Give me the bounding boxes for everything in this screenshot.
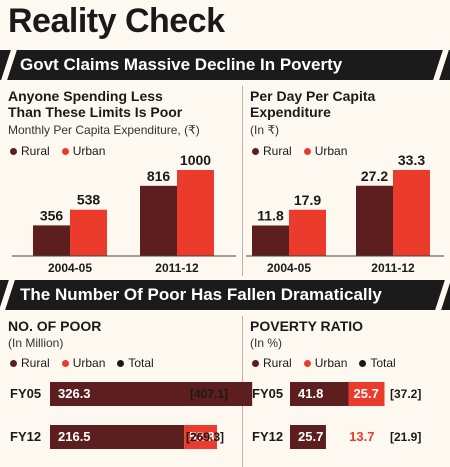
- x-tick-label: 2004-05: [267, 261, 311, 275]
- banner-label: The Number Of Poor Has Fallen Dramatical…: [20, 285, 382, 304]
- bar-urban: [393, 170, 430, 256]
- bar-urban: [325, 425, 346, 449]
- legend-label: Urban: [72, 144, 106, 158]
- data-label: 11.8: [257, 208, 284, 224]
- bar-rural: [50, 382, 253, 406]
- legend-urban: Urban: [303, 144, 348, 158]
- data-label-urban: 25.7: [354, 386, 379, 401]
- bar-rural: [252, 225, 289, 256]
- panel1-title: Anyone Spending Less Than These Limits I…: [8, 88, 182, 120]
- panel4-subtitle: (In %): [250, 336, 283, 350]
- data-label-rural: 326.3: [58, 386, 91, 401]
- data-label: 33.3: [398, 152, 425, 168]
- bar-rural: [290, 382, 349, 406]
- rural-dot-icon: [252, 359, 259, 367]
- rural-dot-icon: [10, 147, 17, 155]
- data-label: 27.2: [361, 168, 388, 184]
- panel2-subtitle: (In ₹): [250, 123, 279, 137]
- bar-urban: [348, 382, 385, 406]
- bar-rural: [140, 185, 177, 256]
- total-dot-icon: [359, 359, 367, 367]
- legend-total: Total: [117, 356, 154, 370]
- legend-label: Rural: [21, 356, 50, 370]
- panel2-title-line1: Per Day Per Capita: [250, 88, 376, 104]
- total-dot-icon: [117, 359, 125, 367]
- legend-total: Total: [359, 356, 396, 370]
- urban-dot-icon: [61, 359, 69, 367]
- bar-urban: [177, 170, 214, 256]
- data-label-rural: 25.7: [298, 429, 323, 444]
- data-label-total: [269.3]: [186, 430, 224, 444]
- legend-label: Rural: [263, 356, 292, 370]
- legend-label: Urban: [314, 356, 348, 370]
- data-label-urban: 52.8: [189, 429, 214, 444]
- bar-urban: [70, 209, 107, 256]
- bar-rural: [33, 225, 70, 256]
- urban-dot-icon: [303, 359, 311, 367]
- row-label: FY12: [252, 429, 283, 444]
- rural-dot-icon: [10, 359, 17, 367]
- x-tick-label: 2011-12: [155, 261, 199, 275]
- data-label-rural: 41.8: [298, 386, 323, 401]
- data-label: 356: [40, 207, 64, 223]
- bar-urban: [184, 425, 217, 449]
- urban-dot-icon: [61, 147, 69, 155]
- legend-label: Total: [128, 356, 154, 370]
- bar-rural: [290, 425, 326, 449]
- data-label: 538: [77, 192, 101, 208]
- section-banner-poor: The Number Of Poor Has Fallen Dramatical…: [0, 280, 450, 310]
- panel2-title: Per Day Per Capita Expenditure: [250, 88, 375, 120]
- panel1-title-line2: Than These Limits Is Poor: [8, 104, 183, 120]
- panel4-legend: Rural Urban Total: [252, 356, 404, 370]
- legend-label: Total: [370, 356, 396, 370]
- data-label: 17.9: [294, 192, 321, 208]
- data-label-rural: 216.5: [58, 429, 91, 444]
- bar-rural: [50, 425, 185, 449]
- data-label: 816: [147, 168, 171, 184]
- legend-label: Rural: [263, 144, 292, 158]
- panel3-subtitle: (In Million): [8, 336, 64, 350]
- panel1-legend: Rural Urban: [10, 144, 113, 158]
- legend-rural: Rural: [252, 356, 292, 370]
- x-tick-label: 2004-05: [48, 261, 92, 275]
- row-label: FY12: [10, 429, 41, 444]
- banner-label: Govt Claims Massive Decline In Poverty: [20, 55, 343, 74]
- panel1-title-line1: Anyone Spending Less: [8, 88, 163, 104]
- panel3-legend: Rural Urban Total: [10, 356, 162, 370]
- legend-urban: Urban: [303, 356, 348, 370]
- x-tick-label: 2011-12: [371, 261, 415, 275]
- data-label-total: [37.2]: [390, 387, 421, 401]
- bar-urban: [289, 209, 326, 256]
- legend-label: Rural: [21, 144, 50, 158]
- legend-urban: Urban: [61, 356, 106, 370]
- panel2-title-line2: Expenditure: [250, 104, 331, 120]
- row-label: FY05: [252, 386, 283, 401]
- data-label-total: [21.9]: [390, 430, 421, 444]
- legend-rural: Rural: [252, 144, 292, 158]
- row-label: FY05: [10, 386, 41, 401]
- rural-dot-icon: [252, 147, 259, 155]
- bar-rural: [356, 185, 393, 256]
- panel-divider: [242, 86, 243, 276]
- data-label: 1000: [180, 152, 211, 168]
- page-title: Reality Check: [8, 2, 225, 40]
- legend-label: Urban: [72, 356, 106, 370]
- panel1-subtitle: Monthly Per Capita Expenditure, (₹): [8, 123, 200, 137]
- panel2-legend: Rural Urban: [252, 144, 355, 158]
- legend-urban: Urban: [61, 144, 106, 158]
- section-banner-decline: Govt Claims Massive Decline In Poverty: [0, 50, 450, 80]
- data-label-urban: 13.7: [349, 429, 374, 444]
- legend-rural: Rural: [10, 356, 50, 370]
- legend-label: Urban: [314, 144, 348, 158]
- panel3-title: NO. OF POOR: [8, 318, 102, 334]
- urban-dot-icon: [303, 147, 311, 155]
- panel4-title: POVERTY RATIO: [250, 318, 364, 334]
- data-label-total: [407.1]: [190, 387, 228, 401]
- legend-rural: Rural: [10, 144, 50, 158]
